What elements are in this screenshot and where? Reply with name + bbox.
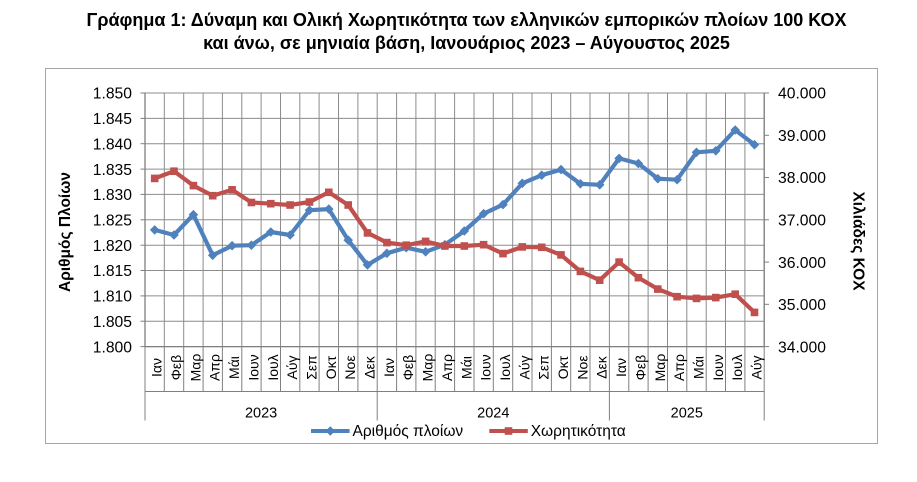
svg-text:Δεκ: Δεκ	[362, 355, 378, 379]
svg-text:Ιαν: Ιαν	[149, 358, 165, 377]
svg-text:39.000: 39.000	[778, 128, 826, 145]
svg-text:2023: 2023	[245, 405, 277, 421]
svg-text:Ιουν: Ιουν	[245, 354, 261, 380]
svg-text:1.800: 1.800	[93, 339, 133, 356]
svg-text:1.835: 1.835	[93, 162, 133, 179]
svg-text:Σεπ: Σεπ	[536, 355, 552, 380]
svg-text:Φεβ: Φεβ	[400, 355, 416, 380]
svg-text:34.000: 34.000	[778, 339, 826, 356]
svg-text:Ιουλ: Ιουλ	[497, 354, 513, 380]
svg-text:Ιουλ: Ιουλ	[729, 354, 745, 380]
svg-text:1.820: 1.820	[93, 238, 133, 255]
svg-text:Απρ: Απρ	[439, 354, 455, 381]
svg-text:Νοε: Νοε	[342, 355, 358, 379]
svg-text:35.000: 35.000	[778, 297, 826, 314]
svg-text:40.000: 40.000	[778, 86, 826, 103]
svg-text:Μάι: Μάι	[458, 356, 474, 379]
svg-text:Απρ: Απρ	[671, 354, 687, 381]
svg-text:Νοε: Νοε	[574, 355, 590, 379]
svg-text:Ιουν: Ιουν	[478, 354, 494, 380]
svg-text:Οκτ: Οκτ	[555, 355, 571, 379]
svg-text:Φεβ: Φεβ	[168, 355, 184, 380]
svg-text:Ιαν: Ιαν	[613, 358, 629, 377]
svg-text:1.815: 1.815	[93, 263, 133, 280]
svg-text:37.000: 37.000	[778, 213, 826, 230]
svg-text:Δεκ: Δεκ	[594, 355, 610, 379]
svg-text:36.000: 36.000	[778, 255, 826, 272]
svg-text:1.810: 1.810	[93, 289, 133, 306]
svg-text:1.845: 1.845	[93, 111, 133, 128]
svg-text:1.825: 1.825	[93, 213, 133, 230]
svg-text:Σεπ: Σεπ	[304, 355, 320, 380]
svg-text:Μάι: Μάι	[691, 356, 707, 379]
svg-text:Χωρητικότητα: Χωρητικότητα	[531, 423, 626, 440]
svg-text:1.850: 1.850	[93, 86, 133, 103]
svg-text:Αύγ: Αύγ	[516, 356, 532, 380]
svg-text:1.805: 1.805	[93, 314, 133, 331]
svg-text:Μαρ: Μαρ	[420, 354, 436, 382]
svg-text:Αριθμός Πλοίων: Αριθμός Πλοίων	[57, 172, 74, 292]
svg-text:Αριθμός πλοίων: Αριθμός πλοίων	[353, 423, 464, 440]
svg-text:Αύγ: Αύγ	[749, 356, 765, 380]
svg-text:2024: 2024	[477, 405, 509, 421]
svg-text:Ιουλ: Ιουλ	[265, 354, 281, 380]
svg-text:Απρ: Απρ	[207, 354, 223, 381]
svg-text:2025: 2025	[671, 405, 703, 421]
svg-text:1.830: 1.830	[93, 187, 133, 204]
svg-text:Χιλιάδες ΚΟΧ: Χιλιάδες ΚΟΧ	[850, 191, 867, 291]
svg-text:Μάι: Μάι	[226, 356, 242, 379]
svg-text:Ιαν: Ιαν	[381, 358, 397, 377]
svg-text:Αύγ: Αύγ	[284, 356, 300, 380]
svg-text:Οκτ: Οκτ	[323, 355, 339, 379]
svg-text:1.840: 1.840	[93, 136, 133, 153]
svg-text:Μαρ: Μαρ	[652, 354, 668, 382]
svg-text:Φεβ: Φεβ	[632, 355, 648, 380]
svg-text:38.000: 38.000	[778, 170, 826, 187]
svg-text:Ιουν: Ιουν	[710, 354, 726, 380]
svg-text:Μαρ: Μαρ	[187, 354, 203, 382]
